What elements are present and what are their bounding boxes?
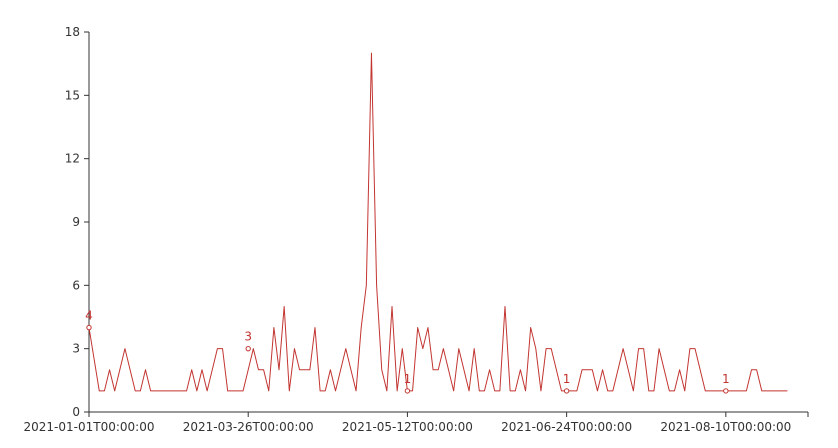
data-label: 4 bbox=[85, 309, 93, 323]
y-tick-label: 9 bbox=[72, 215, 80, 229]
data-point bbox=[245, 345, 251, 352]
x-tick-label: 2021-06-24T00:00:00 bbox=[501, 420, 632, 434]
x-tick-label: 2021-01-01T00:00:00 bbox=[24, 420, 155, 434]
data-label: 1 bbox=[722, 372, 730, 386]
y-tick-label: 6 bbox=[72, 278, 80, 292]
labeled-point-markers: 4 3 1 1 1 bbox=[85, 309, 730, 394]
y-tick-label: 18 bbox=[65, 25, 80, 39]
y-tick-label: 12 bbox=[65, 152, 80, 166]
axes bbox=[88, 32, 808, 413]
data-point bbox=[86, 324, 92, 331]
x-tick-label: 2021-05-12T00:00:00 bbox=[342, 420, 473, 434]
y-tick-label: 15 bbox=[65, 88, 80, 102]
x-tick-label: 2021-03-26T00:00:00 bbox=[183, 420, 314, 434]
x-tick-label: 2021-08-10T00:00:00 bbox=[660, 420, 791, 434]
data-label: 3 bbox=[244, 330, 252, 344]
series-line bbox=[88, 52, 788, 392]
y-tick-label: 0 bbox=[72, 405, 80, 419]
data-label: 1 bbox=[563, 372, 571, 386]
data-point bbox=[723, 388, 729, 394]
y-tick-label: 3 bbox=[72, 342, 80, 356]
x-axis-ticks: 2021-01-01T00:00:00 2021-03-26T00:00:00 20… bbox=[24, 412, 809, 434]
data-label: 1 bbox=[404, 372, 412, 386]
data-point bbox=[563, 388, 570, 394]
y-axis-ticks: 0 3 6 9 12 15 18 bbox=[65, 25, 89, 419]
data-point bbox=[404, 388, 411, 394]
